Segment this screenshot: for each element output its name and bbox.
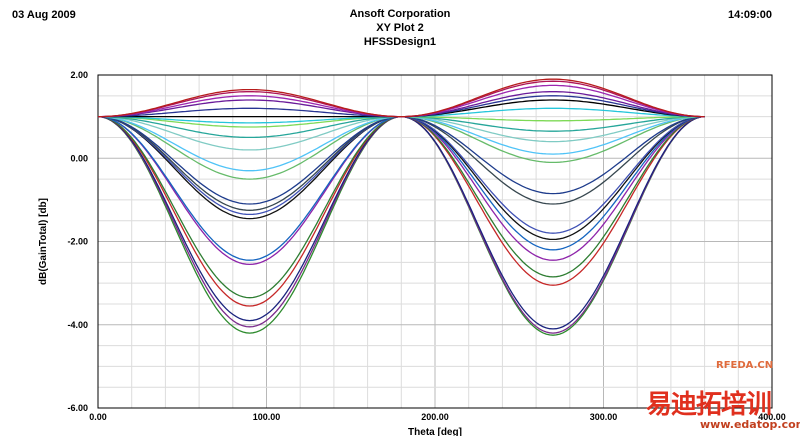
- watermark-url: www.edatop.com: [700, 418, 800, 431]
- y-tick-label: -2.00: [67, 237, 88, 247]
- design-name: HFSSDesign1: [363, 36, 437, 48]
- watermark-site-name: 易迪拓培训: [646, 390, 772, 420]
- y-tick-label: -6.00: [67, 403, 88, 413]
- series-group[interactable]: [97, 78, 705, 336]
- tick-labels: 0.00 100.00 200.00 300.00 400.00 2.00 0.…: [67, 70, 785, 422]
- x-axis-title: Theta [deg]: [408, 427, 462, 436]
- company-name: Ansoft Corporation: [349, 8, 451, 20]
- plot-name: XY Plot 2: [376, 22, 424, 34]
- x-tick-label: 100.00: [253, 412, 281, 422]
- series-line-23[interactable]: [98, 78, 705, 118]
- plot-header: Ansoft Corporation XY Plot 2 HFSSDesign1: [0, 7, 800, 49]
- plot-time: 14:09:00: [727, 9, 772, 21]
- y-tick-label: 0.00: [70, 153, 88, 163]
- x-tick-label: 400.00: [758, 412, 786, 422]
- y-tick-label: -4.00: [67, 320, 88, 330]
- x-tick-label: 200.00: [421, 412, 449, 422]
- x-tick-label: 300.00: [590, 412, 618, 422]
- y-tick-label: 2.00: [70, 70, 88, 80]
- y-axis-title: dB(GainTotal) [db]: [38, 198, 49, 285]
- plot-frame: [97, 74, 773, 409]
- plot-date: 03 Aug 2009: [12, 9, 76, 21]
- x-tick-label: 0.00: [89, 412, 107, 422]
- grid-lines: [97, 74, 773, 409]
- watermark-brand: RFEDA.CN: [716, 360, 774, 371]
